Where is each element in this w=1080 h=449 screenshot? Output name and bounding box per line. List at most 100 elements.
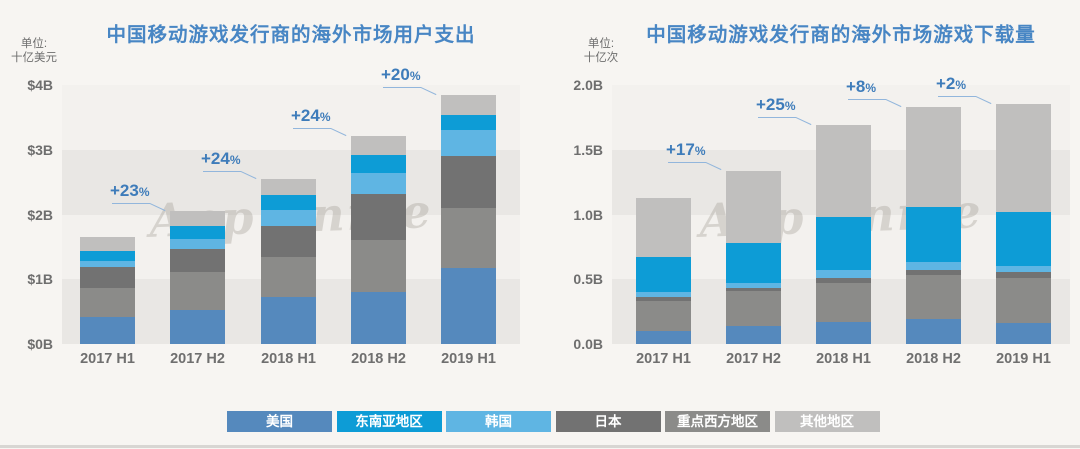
growth-value: +2 <box>936 74 956 94</box>
legend-item-key-western: 重点西方地区 <box>665 411 770 432</box>
segment-other-regions <box>816 125 871 218</box>
y-tick-label: $4B <box>27 77 53 93</box>
annotation-underline <box>293 128 331 130</box>
segment-southeast-asia <box>170 226 225 240</box>
bar-2018-h1 <box>816 125 871 344</box>
segment-japan <box>636 297 691 302</box>
segment-southeast-asia <box>80 251 135 261</box>
segment-korea <box>816 270 871 278</box>
percent-sign: % <box>319 110 331 125</box>
legend-item-japan: 日本 <box>555 411 661 432</box>
bar-2017-h2 <box>726 170 781 344</box>
segment-key-western <box>351 239 406 292</box>
annotation-underline <box>848 99 886 100</box>
unit-label: 单位: 十亿次 <box>570 37 632 65</box>
legend-item-korea: 韩国 <box>446 411 551 432</box>
segment-southeast-asia <box>726 243 781 284</box>
segment-us <box>261 296 316 344</box>
bar-2019-h1 <box>441 94 496 344</box>
growth-annotation: +25% <box>756 95 840 115</box>
segment-other-regions <box>351 136 406 155</box>
segment-korea <box>261 209 316 227</box>
segment-southeast-asia <box>351 154 406 174</box>
segment-key-western <box>170 271 225 310</box>
y-tick-label: $2B <box>27 206 53 223</box>
segment-korea <box>170 239 225 249</box>
segment-key-western <box>816 283 871 322</box>
segment-key-western <box>441 208 496 269</box>
segment-japan <box>996 271 1051 278</box>
growth-value: +23 <box>110 181 139 201</box>
segment-japan <box>261 226 316 258</box>
segment-key-western <box>261 257 316 297</box>
segment-southeast-asia <box>261 195 316 210</box>
x-axis-label: 2017 H2 <box>170 351 225 367</box>
segment-japan <box>170 248 225 272</box>
segment-us <box>441 268 496 344</box>
percent-sign: % <box>784 99 796 114</box>
y-tick-label: 1.0B <box>573 206 603 223</box>
legend-item-southeast-asia: 东南亚地区 <box>336 411 442 432</box>
percent-sign: % <box>229 152 241 167</box>
segment-japan <box>816 277 871 284</box>
segment-key-western <box>636 301 691 332</box>
segment-korea <box>906 262 961 271</box>
segment-other-regions <box>996 104 1051 212</box>
x-axis-label: 2017 H1 <box>80 351 135 367</box>
unit-label-line2: 十亿美元 <box>11 52 57 64</box>
annotation-underline <box>758 117 796 119</box>
growth-value: +8 <box>846 77 866 96</box>
percent-sign: % <box>694 144 706 159</box>
chart-title: 中国移动游戏发行商的海外市场用户支出 <box>106 24 476 46</box>
unit-label: 单位: 十亿美元 <box>3 37 65 65</box>
segment-other-regions <box>906 107 961 207</box>
growth-annotation: +17% <box>666 140 750 160</box>
percent-sign: % <box>409 68 421 83</box>
annotation-underline <box>112 203 150 205</box>
unit-label-line2: 十亿次 <box>583 52 619 64</box>
bar-2018-h2 <box>906 107 961 344</box>
annotation-underline <box>668 162 706 164</box>
segment-key-western <box>80 287 135 317</box>
legend: 美国 东南亚地区 韩国 日本 重点西方地区 其他地区 <box>227 411 880 432</box>
segment-southeast-asia <box>816 217 871 271</box>
growth-value: +24 <box>291 106 320 126</box>
y-tick-label: $3B <box>27 141 53 158</box>
y-tick-label: 1.5B <box>573 141 603 158</box>
y-tick-label: $0B <box>27 336 53 352</box>
segment-japan <box>441 155 496 209</box>
segment-japan <box>906 270 961 276</box>
segment-us <box>80 316 135 344</box>
x-axis-label: 2018 H1 <box>816 351 871 367</box>
segment-other-regions <box>170 211 225 227</box>
segment-japan <box>80 266 135 288</box>
spend-chart: 单位: 十亿美元 中国移动游戏发行商的海外市场用户支出 App Annie $4… <box>3 24 520 367</box>
segment-southeast-asia <box>441 114 496 131</box>
segment-japan <box>351 194 406 240</box>
bar-2017-h2 <box>170 211 225 344</box>
segment-korea <box>351 173 406 195</box>
segment-us <box>636 331 691 344</box>
growth-annotation: +20% <box>381 65 465 85</box>
segment-us <box>726 325 781 344</box>
segment-us <box>996 323 1051 344</box>
segment-southeast-asia <box>996 211 1051 267</box>
growth-annotation: +2% <box>936 74 1020 94</box>
segment-korea <box>80 260 135 267</box>
growth-annotation: +24% <box>291 106 375 126</box>
segment-other-regions <box>441 94 496 115</box>
segment-korea <box>441 130 496 156</box>
segment-key-western <box>726 290 781 326</box>
y-tick-label: $1B <box>27 271 53 288</box>
x-axis-label: 2019 H1 <box>996 351 1051 367</box>
x-axis-label: 2018 H2 <box>351 351 406 367</box>
unit-label-line1: 单位: <box>20 38 48 50</box>
percent-sign: % <box>955 78 967 93</box>
x-axis-label: 2017 H2 <box>726 351 781 367</box>
bar-2018-h1 <box>261 178 316 344</box>
segment-us <box>906 319 961 344</box>
annotation-underline <box>383 86 421 88</box>
x-axis-label: 2018 H2 <box>906 351 961 367</box>
percent-sign: % <box>865 81 877 95</box>
plot-area: App Annie <box>62 85 520 344</box>
